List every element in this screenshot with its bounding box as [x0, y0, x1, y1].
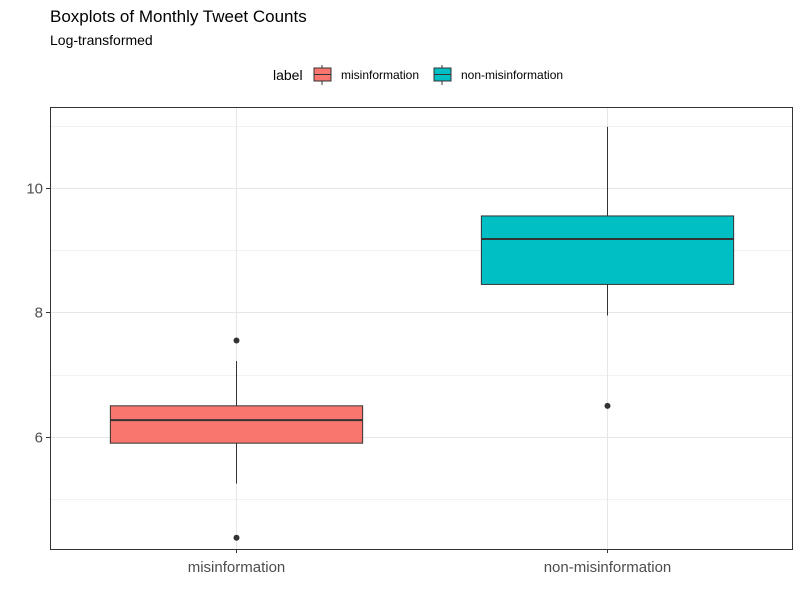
grid — [50, 107, 792, 549]
legend-key-misinformation — [313, 65, 332, 85]
legend-label-misinformation: misinformation — [341, 68, 419, 82]
outlier-point-misinformation — [233, 534, 240, 541]
box-misinformation — [109, 405, 364, 444]
y-tick-label: 8 — [35, 305, 43, 322]
x-tick-label: misinformation — [188, 559, 286, 576]
outlier-point-non-misinformation — [604, 402, 611, 409]
chart-subtitle: Log-transformed — [50, 32, 153, 48]
chart-title: Boxplots of Monthly Tweet Counts — [50, 7, 307, 26]
x-tick-label: non-misinformation — [544, 559, 672, 576]
legend-title: label — [273, 67, 303, 83]
plot-marks — [109, 126, 735, 541]
legend-label-non-misinformation: non-misinformation — [461, 68, 563, 82]
legend: label misinformation non-misinformation — [273, 65, 563, 85]
y-tick-label: 10 — [26, 181, 43, 198]
legend-key-non-misinformation — [433, 65, 452, 85]
box-non-misinformation — [480, 215, 735, 285]
outlier-point-misinformation — [233, 337, 240, 344]
plot-panel-border — [50, 107, 793, 550]
axes: 6 8 10 misinformation non-misinformation — [26, 181, 671, 577]
y-tick-label: 6 — [35, 430, 43, 447]
